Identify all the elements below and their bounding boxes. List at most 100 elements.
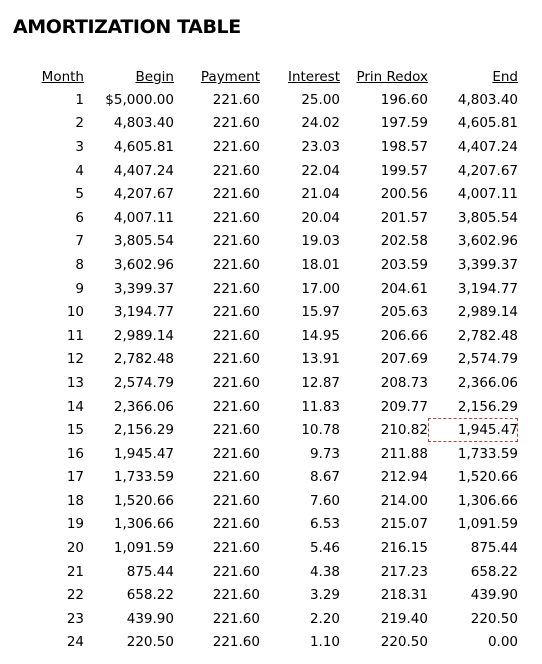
cell-begin[interactable]: 1,306.66 — [113, 516, 174, 533]
cell-payment[interactable]: 221.60 — [212, 587, 260, 604]
cell-month[interactable]: 20 — [66, 540, 84, 557]
cell-prin-redox[interactable]: 206.66 — [380, 327, 428, 344]
cell-prin-redox[interactable]: 214.00 — [380, 492, 428, 509]
cell-begin[interactable]: 4,007.11 — [113, 209, 174, 226]
cell-begin[interactable]: 3,805.54 — [113, 233, 174, 250]
cell-begin[interactable]: 1,091.59 — [113, 540, 174, 557]
cell-end[interactable]: 4,007.11 — [457, 186, 518, 203]
cell-end[interactable]: 2,156.29 — [457, 398, 518, 415]
cell-end[interactable]: 2,782.48 — [457, 327, 518, 344]
cell-payment[interactable]: 221.60 — [212, 492, 260, 509]
cell-begin[interactable]: 3,194.77 — [113, 304, 174, 321]
cell-interest[interactable]: 17.00 — [301, 280, 340, 297]
cell-prin-redox[interactable]: 205.63 — [380, 304, 428, 321]
cell-month[interactable]: 18 — [66, 492, 84, 509]
cell-payment[interactable]: 221.60 — [212, 469, 260, 486]
cell-payment[interactable]: 221.60 — [212, 445, 260, 462]
cell-begin[interactable]: 4,407.24 — [113, 162, 174, 179]
cell-end[interactable]: 4,605.81 — [457, 115, 518, 132]
cell-payment[interactable]: 221.60 — [212, 91, 260, 108]
cell-interest[interactable]: 14.95 — [301, 327, 340, 344]
cell-payment[interactable]: 221.60 — [212, 398, 260, 415]
cell-payment[interactable]: 221.60 — [212, 209, 260, 226]
cell-interest[interactable]: 9.73 — [309, 445, 340, 462]
cell-end[interactable]: 3,805.54 — [457, 209, 518, 226]
cell-end[interactable]: 4,207.67 — [457, 162, 518, 179]
cell-begin[interactable]: 658.22 — [126, 587, 174, 604]
cell-begin[interactable]: $5,000.00 — [105, 91, 174, 108]
cell-end[interactable]: 3,602.96 — [457, 233, 518, 250]
column-header-begin[interactable]: Begin — [135, 69, 174, 85]
cell-interest[interactable]: 24.02 — [301, 115, 340, 132]
cell-interest[interactable]: 13.91 — [301, 351, 340, 368]
cell-end[interactable]: 0.00 — [487, 634, 518, 651]
cell-prin-redox[interactable]: 204.61 — [380, 280, 428, 297]
cell-interest[interactable]: 2.20 — [309, 610, 340, 627]
cell-month[interactable]: 12 — [66, 351, 84, 368]
column-header-interest[interactable]: Interest — [287, 69, 340, 85]
cell-interest[interactable]: 18.01 — [301, 256, 340, 273]
cell-prin-redox[interactable]: 199.57 — [380, 162, 428, 179]
cell-prin-redox[interactable]: 208.73 — [380, 374, 428, 391]
cell-month[interactable]: 5 — [75, 186, 84, 203]
cell-begin[interactable]: 3,602.96 — [113, 256, 174, 273]
cell-payment[interactable]: 221.60 — [212, 563, 260, 580]
column-header-month[interactable]: Month — [41, 69, 84, 85]
cell-begin[interactable]: 2,782.48 — [113, 351, 174, 368]
cell-payment[interactable]: 221.60 — [212, 327, 260, 344]
cell-interest[interactable]: 7.60 — [309, 492, 340, 509]
cell-prin-redox[interactable]: 197.59 — [380, 115, 428, 132]
cell-begin[interactable]: 220.50 — [126, 634, 174, 651]
cell-end[interactable]: 1,091.59 — [457, 516, 518, 533]
cell-end[interactable]: 439.90 — [470, 587, 518, 604]
cell-month[interactable]: 7 — [75, 233, 84, 250]
cell-begin[interactable]: 2,156.29 — [113, 422, 174, 439]
cell-month[interactable]: 1 — [75, 91, 84, 108]
cell-month[interactable]: 3 — [75, 138, 84, 155]
cell-payment[interactable]: 221.60 — [212, 233, 260, 250]
cell-payment[interactable]: 221.60 — [212, 610, 260, 627]
cell-month[interactable]: 9 — [75, 280, 84, 297]
cell-payment[interactable]: 221.60 — [212, 422, 260, 439]
cell-end[interactable]: 1,306.66 — [457, 492, 518, 509]
cell-month[interactable]: 4 — [75, 162, 84, 179]
cell-end[interactable]: 3,399.37 — [457, 256, 518, 273]
cell-prin-redox[interactable]: 217.23 — [380, 563, 428, 580]
cell-begin[interactable]: 3,399.37 — [113, 280, 174, 297]
cell-payment[interactable]: 221.60 — [212, 540, 260, 557]
cell-interest[interactable]: 6.53 — [309, 516, 340, 533]
cell-payment[interactable]: 221.60 — [212, 162, 260, 179]
cell-end[interactable]: 1,733.59 — [457, 445, 518, 462]
cell-end[interactable]: 2,574.79 — [457, 351, 518, 368]
cell-interest[interactable]: 4.38 — [309, 563, 340, 580]
cell-prin-redox[interactable]: 219.40 — [380, 610, 428, 627]
cell-interest[interactable]: 1.10 — [309, 634, 340, 651]
cell-prin-redox[interactable]: 209.77 — [380, 398, 428, 415]
cell-month[interactable]: 10 — [66, 304, 84, 321]
cell-begin[interactable]: 4,207.67 — [113, 186, 174, 203]
cell-interest[interactable]: 25.00 — [301, 91, 340, 108]
cell-prin-redox[interactable]: 201.57 — [380, 209, 428, 226]
cell-payment[interactable]: 221.60 — [212, 634, 260, 651]
cell-prin-redox[interactable]: 207.69 — [380, 351, 428, 368]
cell-payment[interactable]: 221.60 — [212, 516, 260, 533]
cell-prin-redox[interactable]: 198.57 — [380, 138, 428, 155]
cell-month[interactable]: 21 — [66, 563, 84, 580]
column-header-prin-redox[interactable]: Prin Redox — [356, 69, 428, 85]
cell-prin-redox[interactable]: 203.59 — [380, 256, 428, 273]
cell-payment[interactable]: 221.60 — [212, 351, 260, 368]
cell-month[interactable]: 22 — [66, 587, 84, 604]
cell-month[interactable]: 24 — [66, 634, 84, 651]
cell-interest[interactable]: 20.04 — [301, 209, 340, 226]
cell-payment[interactable]: 221.60 — [212, 374, 260, 391]
column-header-payment[interactable]: Payment — [200, 69, 260, 85]
cell-prin-redox[interactable]: 218.31 — [380, 587, 428, 604]
cell-month[interactable]: 6 — [75, 209, 84, 226]
cell-interest[interactable]: 22.04 — [301, 162, 340, 179]
cell-payment[interactable]: 221.60 — [212, 304, 260, 321]
cell-interest[interactable]: 12.87 — [301, 374, 340, 391]
cell-begin[interactable]: 875.44 — [126, 563, 174, 580]
cell-interest[interactable]: 5.46 — [309, 540, 340, 557]
cell-interest[interactable]: 23.03 — [301, 138, 340, 155]
cell-month[interactable]: 14 — [66, 398, 84, 415]
